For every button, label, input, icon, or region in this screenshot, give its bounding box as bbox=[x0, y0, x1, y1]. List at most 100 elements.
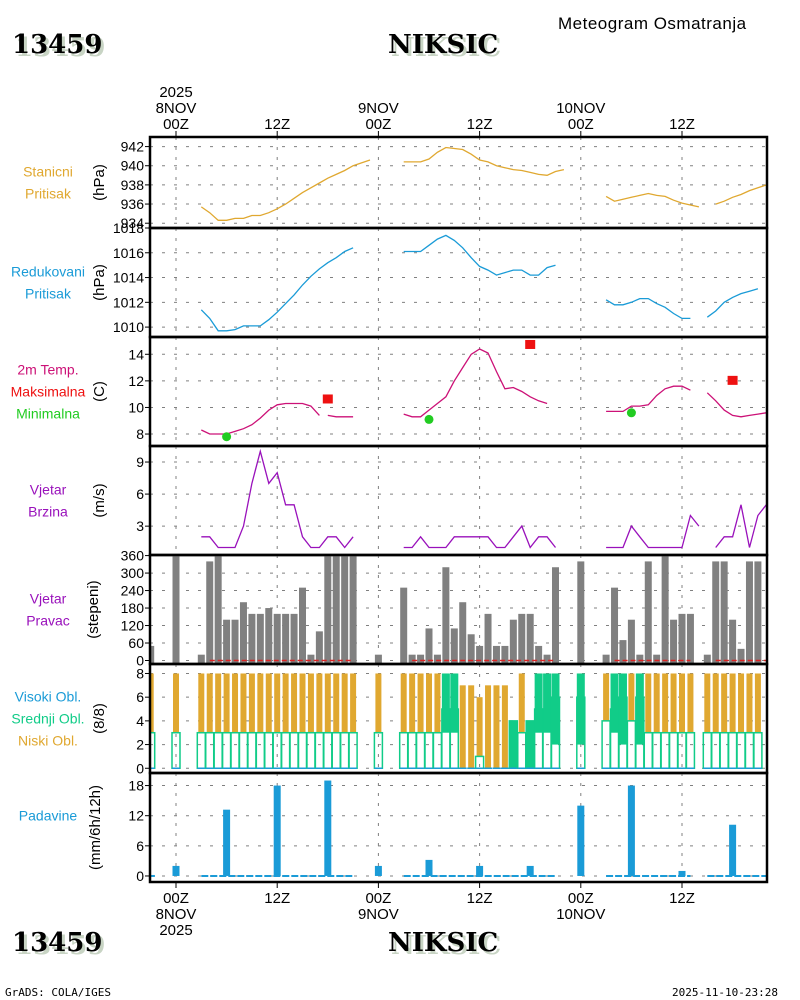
y-tick-label: 0 bbox=[136, 653, 144, 669]
wind-direction-bar bbox=[467, 634, 475, 664]
station-id: 13459 bbox=[12, 30, 103, 60]
low-cloud-bar bbox=[274, 673, 281, 733]
y-tick-label: 1016 bbox=[113, 245, 144, 261]
precipitation-bar bbox=[476, 865, 484, 876]
bottom-time-label: 12Z bbox=[669, 890, 695, 907]
precipitation-bar bbox=[374, 865, 382, 876]
y-tick-label: 0 bbox=[136, 868, 144, 884]
mid-cloud-fill bbox=[534, 673, 543, 733]
mid-cloud-bar bbox=[348, 731, 358, 770]
mid-cloud-fill bbox=[610, 673, 619, 733]
precipitation-bar bbox=[577, 805, 585, 876]
y-tick-label: 6 bbox=[136, 486, 144, 502]
top-time-label: 9NOV bbox=[358, 100, 399, 117]
low-cloud-bar bbox=[150, 673, 154, 733]
panel-frame bbox=[148, 771, 769, 884]
low-cloud-bar bbox=[670, 673, 677, 733]
top-time-label: 00Z bbox=[568, 116, 594, 133]
wind-direction-bar bbox=[197, 654, 205, 664]
wind-direction-bar bbox=[476, 645, 484, 664]
y-tick-label: 934 bbox=[121, 215, 145, 231]
panel-label: Srednji Obl. bbox=[11, 711, 84, 727]
low-cloud-bar bbox=[679, 673, 685, 733]
y-tick-label: 9 bbox=[136, 454, 144, 470]
wind-direction-bar bbox=[172, 555, 180, 664]
wind-direction-bar bbox=[737, 648, 745, 664]
low-cloud-bar bbox=[240, 673, 247, 733]
wind-direction-bar bbox=[341, 555, 349, 664]
mid-cloud-bar bbox=[280, 731, 291, 770]
mid-cloud-bar bbox=[685, 731, 696, 770]
panel-plot-area bbox=[150, 664, 767, 773]
chart-subtitle: Meteogram Osmatranja bbox=[558, 14, 747, 33]
precipitation-bar bbox=[627, 785, 635, 876]
wind-direction-bar bbox=[442, 567, 450, 664]
max-temp-marker bbox=[525, 339, 536, 349]
low-cloud-bar bbox=[282, 673, 289, 733]
wind-direction-bar bbox=[636, 654, 644, 664]
wind-direction-bar bbox=[349, 555, 357, 664]
y-tick-label: 14 bbox=[128, 346, 144, 362]
mid-cloud-bar bbox=[407, 731, 417, 770]
mid-cloud-fill bbox=[635, 673, 644, 745]
mid-cloud-bar bbox=[651, 731, 662, 770]
mid-cloud-bar bbox=[710, 731, 721, 770]
y-tick-label: 12 bbox=[128, 808, 144, 824]
wind-direction-bar bbox=[661, 555, 669, 664]
wind-direction-bar bbox=[611, 587, 619, 664]
bottom-time-label: 12Z bbox=[467, 890, 493, 907]
panel-precipitation: 0 6 12 18 (mm/6h/12h) Padavine bbox=[19, 771, 769, 884]
panel-reduced-pressure: 1010 1012 1014 1016 1018 (hPa) Redukovani Priti… bbox=[11, 220, 769, 339]
wind-direction-bar bbox=[417, 654, 425, 664]
mid-cloud-bar bbox=[238, 731, 249, 770]
mid-cloud-bar bbox=[339, 731, 350, 770]
mid-cloud-bar bbox=[677, 731, 687, 770]
mid-cloud-fill bbox=[551, 673, 560, 745]
mid-cloud-fill bbox=[441, 673, 450, 733]
wind-direction-bar bbox=[299, 587, 306, 664]
y-tick-label: 12 bbox=[128, 373, 144, 389]
max-temp-marker bbox=[322, 394, 333, 404]
low-cloud-bar bbox=[265, 673, 272, 733]
wind-direction-bar bbox=[450, 628, 458, 664]
bottom-time-label: 00Z bbox=[568, 890, 594, 907]
footer-station-id: 13459 bbox=[12, 928, 103, 958]
temperature-line bbox=[201, 402, 320, 435]
wind-direction-bar bbox=[256, 613, 264, 664]
wind-direction-bar bbox=[670, 619, 678, 664]
wind-direction-bar bbox=[324, 555, 332, 664]
low-cloud-bar bbox=[729, 673, 736, 733]
wind-direction-bar bbox=[206, 561, 214, 664]
mid-cloud-bar bbox=[643, 731, 654, 770]
low-cloud-bar bbox=[704, 673, 711, 733]
y-tick-label: 8 bbox=[136, 426, 144, 442]
wind-direction-bar bbox=[619, 640, 627, 664]
precipitation-bar bbox=[223, 809, 231, 876]
low-cloud-bar bbox=[409, 673, 416, 733]
low-cloud-bar bbox=[662, 673, 669, 733]
reduced-pressure-line bbox=[200, 247, 354, 332]
panel-label: Pravac bbox=[26, 613, 70, 629]
wind-direction-bar bbox=[265, 608, 273, 664]
low-cloud-bar bbox=[712, 673, 719, 733]
wind-direction-bar bbox=[501, 645, 509, 664]
mid-cloud-bar bbox=[264, 731, 274, 770]
mid-cloud-bar bbox=[517, 731, 527, 770]
wind-direction-bar bbox=[425, 628, 433, 664]
y-tick-label: 936 bbox=[121, 196, 145, 212]
mid-cloud-bar bbox=[736, 731, 746, 770]
top-time-label: 2025 bbox=[159, 84, 192, 101]
low-cloud-bar bbox=[645, 673, 652, 733]
mid-cloud-bar bbox=[415, 731, 426, 770]
wind-direction-bar bbox=[400, 587, 408, 664]
station-pressure-line bbox=[715, 184, 767, 205]
wind-direction-bar bbox=[290, 613, 298, 664]
mid-cloud-bar bbox=[255, 731, 266, 770]
low-cloud-bar bbox=[291, 673, 298, 733]
wind-direction-bar bbox=[754, 561, 762, 664]
low-cloud-bar bbox=[434, 673, 441, 733]
panel-label: Brzina bbox=[28, 504, 68, 520]
y-tick-label: 3 bbox=[136, 518, 144, 534]
low-cloud-bar bbox=[215, 673, 222, 733]
